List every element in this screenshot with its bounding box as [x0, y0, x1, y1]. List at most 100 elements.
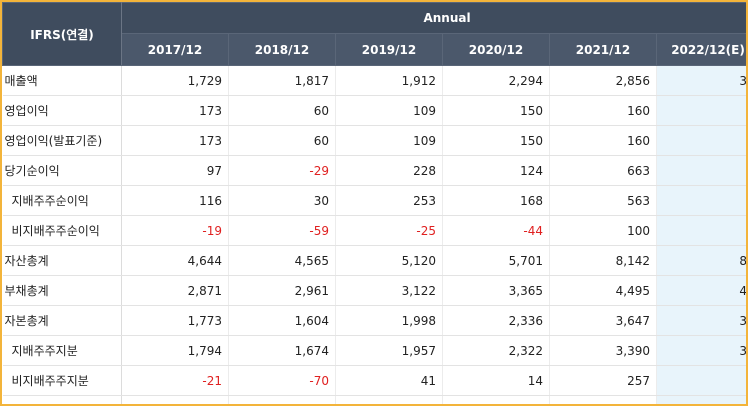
value-cell: 257 — [549, 365, 657, 396]
value-cell: 3,85 — [656, 305, 746, 336]
value-cell: 2,961 — [228, 275, 336, 306]
value-cell: 34 — [656, 395, 746, 404]
value-cell: 253 — [335, 185, 443, 216]
value-cell: 109 — [335, 95, 443, 126]
row-label[interactable]: 매출액 — [2, 65, 122, 96]
value-cell: 173 — [121, 125, 229, 156]
value-cell: 228 — [335, 155, 443, 186]
value-cell: 168 — [442, 185, 550, 216]
row-label[interactable]: 영업이익(발표기준) — [2, 125, 122, 156]
value-cell: 4,49 — [656, 275, 746, 306]
value-cell: 3,647 — [549, 305, 657, 336]
year-header: 2018/12 — [228, 33, 336, 66]
value-cell: -21 — [121, 365, 229, 396]
table-body: 매출액1,7291,8171,9122,2942,8563,15영업이익1736… — [2, 65, 746, 404]
value-cell: 1,794 — [121, 335, 229, 366]
table-row: 영업이익1736010915016023 — [2, 95, 746, 126]
value-cell: 3,56 — [656, 335, 746, 366]
value-cell: 100 — [549, 215, 657, 246]
value-cell: 245 — [121, 395, 229, 404]
value-cell: -70 — [228, 365, 336, 396]
row-label[interactable]: 자본총계 — [2, 305, 122, 336]
row-label[interactable]: 자본금 — [2, 395, 122, 404]
value-cell: 20 — [656, 155, 746, 186]
year-header: 2021/12 — [549, 33, 657, 66]
value-cell: 1,912 — [335, 65, 443, 96]
value-cell: 4,644 — [121, 245, 229, 276]
table-row: 비지배주주순이익 -19 -59 -25 -44 100 — [2, 215, 746, 246]
value-cell: 150 — [442, 95, 550, 126]
table-row: 지배주주순이익1163025316856317 — [2, 185, 746, 216]
row-label[interactable]: 영업이익 — [2, 95, 122, 126]
value-cell: 5,120 — [335, 245, 443, 276]
value-cell: 124 — [442, 155, 550, 186]
value-cell: 272 — [228, 395, 336, 404]
row-label[interactable]: 지배주주지분 — [2, 335, 122, 366]
value-cell: 1,817 — [228, 65, 336, 96]
value-cell: 2,294 — [442, 65, 550, 96]
row-label[interactable]: 비지배주주지분 — [2, 365, 122, 396]
value-cell: 60 — [228, 95, 336, 126]
value-cell: 8,34 — [656, 245, 746, 276]
value-cell: 17 — [656, 185, 746, 216]
value-cell: 300 — [335, 395, 443, 404]
value-cell — [656, 215, 746, 246]
value-cell: 1,604 — [228, 305, 336, 336]
value-cell: 2,336 — [442, 305, 550, 336]
value-cell: 1,957 — [335, 335, 443, 366]
value-cell: 4,565 — [228, 245, 336, 276]
value-cell: 563 — [549, 185, 657, 216]
value-cell: 41 — [335, 365, 443, 396]
value-cell: 3,365 — [442, 275, 550, 306]
value-cell: 4,495 — [549, 275, 657, 306]
value-cell: 3,15 — [656, 65, 746, 96]
value-cell: 345 — [549, 395, 657, 404]
value-cell: 3,390 — [549, 335, 657, 366]
year-header-estimate-label: 2022/12(E) — [671, 42, 745, 57]
table-row: 비지배주주지분-21-70411425728 — [2, 365, 746, 396]
value-cell: 60 — [228, 125, 336, 156]
table-row: 영업이익(발표기준) 173 60 109 150 160 — [2, 125, 746, 156]
year-header: 2017/12 — [121, 33, 229, 66]
value-cell: -44 — [442, 215, 550, 246]
row-label[interactable]: 부채총계 — [2, 275, 122, 306]
value-cell: 663 — [549, 155, 657, 186]
value-cell: 30 — [228, 185, 336, 216]
value-cell: 2,871 — [121, 275, 229, 306]
year-header: 2020/12 — [442, 33, 550, 66]
value-cell: 173 — [121, 95, 229, 126]
value-cell: 1,998 — [335, 305, 443, 336]
value-cell: 23 — [656, 95, 746, 126]
value-cell: -25 — [335, 215, 443, 246]
value-cell: 97 — [121, 155, 229, 186]
value-cell: 8,142 — [549, 245, 657, 276]
period-header: Annual — [120, 2, 746, 34]
value-cell: -29 — [228, 155, 336, 186]
value-cell: 345 — [442, 395, 550, 404]
value-cell: 160 — [549, 125, 657, 156]
row-label[interactable]: 당기순이익 — [2, 155, 122, 186]
row-label[interactable]: 자산총계 — [2, 245, 122, 276]
value-cell — [656, 125, 746, 156]
value-cell: -19 — [121, 215, 229, 246]
row-label[interactable]: 지배주주순이익 — [2, 185, 122, 216]
value-cell: 5,701 — [442, 245, 550, 276]
value-cell: 2,322 — [442, 335, 550, 366]
value-cell: 3,122 — [335, 275, 443, 306]
value-cell: 1,729 — [121, 65, 229, 96]
value-cell: -59 — [228, 215, 336, 246]
value-cell: 1,674 — [228, 335, 336, 366]
row-label[interactable]: 비지배주주순이익 — [2, 215, 122, 246]
value-cell: 150 — [442, 125, 550, 156]
value-cell: 28 — [656, 365, 746, 396]
ifrs-header: IFRS(연결) — [2, 2, 122, 66]
value-cell: 160 — [549, 95, 657, 126]
value-cell: 1,773 — [121, 305, 229, 336]
value-cell: 14 — [442, 365, 550, 396]
